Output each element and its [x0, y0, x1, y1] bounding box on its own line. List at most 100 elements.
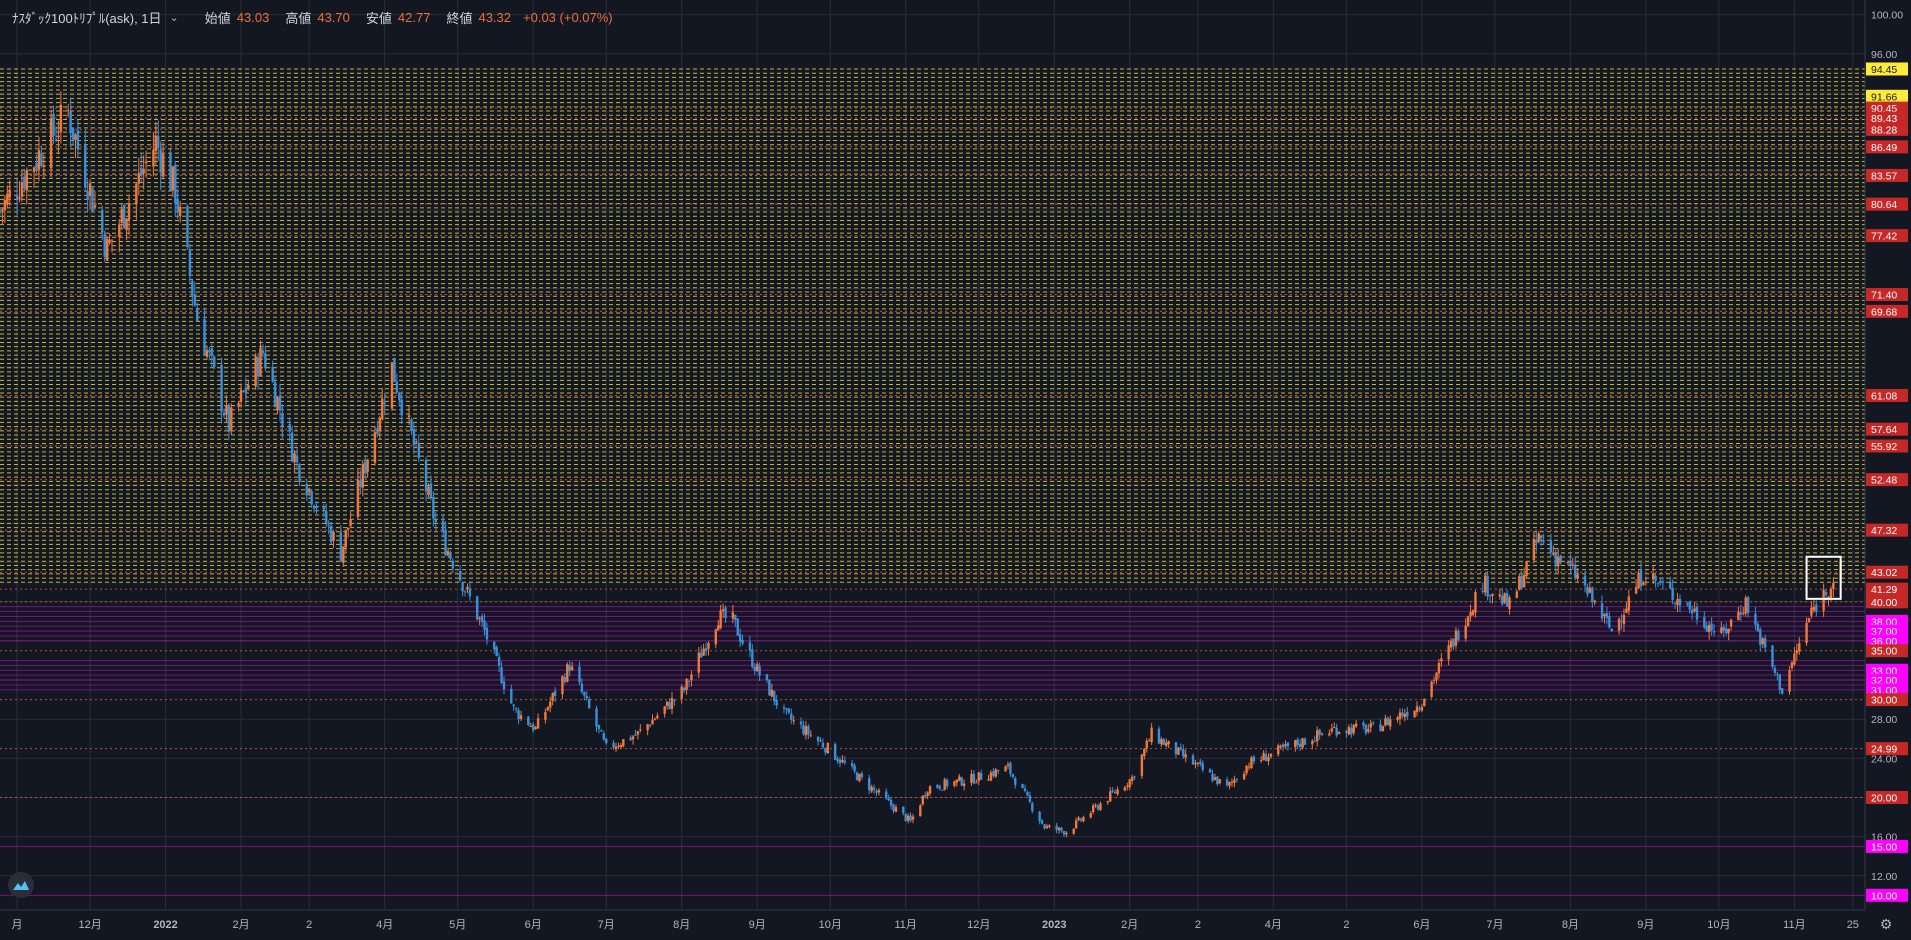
candle-81 [273, 376, 277, 408]
candle-38 [125, 218, 128, 241]
candle-125 [424, 456, 428, 502]
candle-147 [497, 652, 501, 672]
candle-71 [239, 383, 243, 408]
price-text-5: 89.43 [1871, 113, 1897, 125]
candle-123 [415, 438, 418, 445]
candle-304 [1031, 801, 1034, 814]
candle-95 [322, 503, 326, 517]
candle-461 [1569, 554, 1572, 575]
candle-121 [410, 417, 413, 435]
candle-392 [1333, 722, 1336, 729]
candle-337 [1145, 738, 1148, 753]
price-label-24: 35.00 [1866, 644, 1908, 658]
candle-281 [955, 779, 959, 787]
candle-339 [1150, 723, 1153, 745]
price-label-13: 61.08 [1866, 389, 1908, 403]
candle-315 [1072, 828, 1075, 836]
time-tick-16: 2 [1195, 919, 1201, 931]
candle-402 [1367, 724, 1370, 734]
candle-255 [867, 774, 871, 795]
candle-353 [1199, 758, 1202, 767]
candle-39 [127, 194, 131, 235]
time-tick-21: 8月 [1562, 919, 1579, 931]
candle-363 [1233, 775, 1236, 788]
candle-99 [332, 530, 335, 548]
candle-149 [502, 676, 506, 695]
candle-178 [602, 730, 606, 741]
candle-220 [748, 635, 752, 658]
candle-413 [1403, 708, 1407, 722]
candle-40 [135, 181, 138, 220]
candle-133 [449, 550, 452, 561]
price-text-31: 24.00 [1871, 753, 1897, 765]
candle-335 [1140, 753, 1144, 779]
candle-388 [1318, 728, 1321, 740]
candle-341 [1160, 736, 1163, 747]
chevron-down-icon[interactable]: ⌄ [169, 11, 179, 24]
candle-174 [588, 696, 591, 710]
candle-219 [741, 634, 744, 646]
candle-12 [37, 136, 41, 182]
candle-483 [1642, 580, 1645, 586]
candle-278 [943, 777, 946, 791]
candle-330 [1123, 785, 1127, 792]
price-label-7: 86.49 [1866, 140, 1908, 154]
candle-96 [325, 503, 328, 527]
candle-23 [74, 133, 77, 159]
candle-532 [1810, 601, 1813, 619]
candle-431 [1466, 615, 1470, 628]
candle-313 [1062, 830, 1066, 837]
candle-495 [1686, 601, 1689, 607]
candle-316 [1074, 817, 1078, 829]
candle-169 [570, 661, 574, 671]
candle-351 [1194, 760, 1197, 769]
candle-338 [1147, 738, 1151, 742]
candle-242 [821, 738, 825, 749]
price-text-24: 35.00 [1871, 646, 1897, 658]
open-value: 43.03 [236, 9, 270, 25]
candle-116 [393, 357, 396, 383]
candle-529 [1798, 637, 1801, 656]
candle-376 [1279, 744, 1282, 750]
change-value: +0.03 (+0.07%) [523, 9, 613, 25]
candle-340 [1157, 726, 1161, 745]
candle-28 [91, 187, 94, 212]
candle-29 [93, 191, 97, 210]
candle-435 [1481, 582, 1484, 594]
candle-508 [1727, 628, 1730, 641]
candle-129 [434, 511, 438, 530]
candle-202 [685, 677, 688, 695]
candle-331 [1126, 782, 1129, 791]
candle-512 [1742, 606, 1745, 616]
candle-450 [1532, 532, 1536, 564]
tradingview-logo-icon[interactable] [8, 872, 34, 898]
gear-icon[interactable]: ⚙ [1879, 916, 1893, 932]
candle-482 [1639, 562, 1643, 592]
candle-243 [824, 747, 827, 756]
candle-284 [962, 779, 966, 791]
candle-354 [1201, 760, 1204, 773]
candle-6 [18, 181, 21, 203]
candle-232 [787, 707, 791, 714]
price-label-11: 71.40 [1866, 288, 1908, 302]
candle-85 [288, 417, 291, 442]
candle-195 [663, 705, 666, 718]
candle-489 [1661, 577, 1665, 590]
price-text-19: 41.29 [1871, 584, 1897, 596]
price-text-28: 30.00 [1871, 695, 1897, 707]
candle-254 [860, 771, 864, 780]
candle-416 [1415, 701, 1419, 717]
candle-128 [432, 491, 435, 527]
candle-130 [441, 513, 445, 538]
candle-372 [1264, 750, 1268, 762]
candle-380 [1294, 739, 1297, 752]
candle-221 [751, 644, 754, 669]
symbol-title[interactable]: ﾅｽﾀﾞｯｸ100ﾄﾘﾌﾟﾙ(ask), 1日 [12, 10, 162, 26]
candle-194 [656, 712, 659, 720]
price-label-29: 28.00 [1871, 714, 1897, 726]
candle-445 [1515, 589, 1519, 599]
candle-275 [936, 784, 939, 789]
price-label-2: 94.45 [1866, 62, 1908, 76]
